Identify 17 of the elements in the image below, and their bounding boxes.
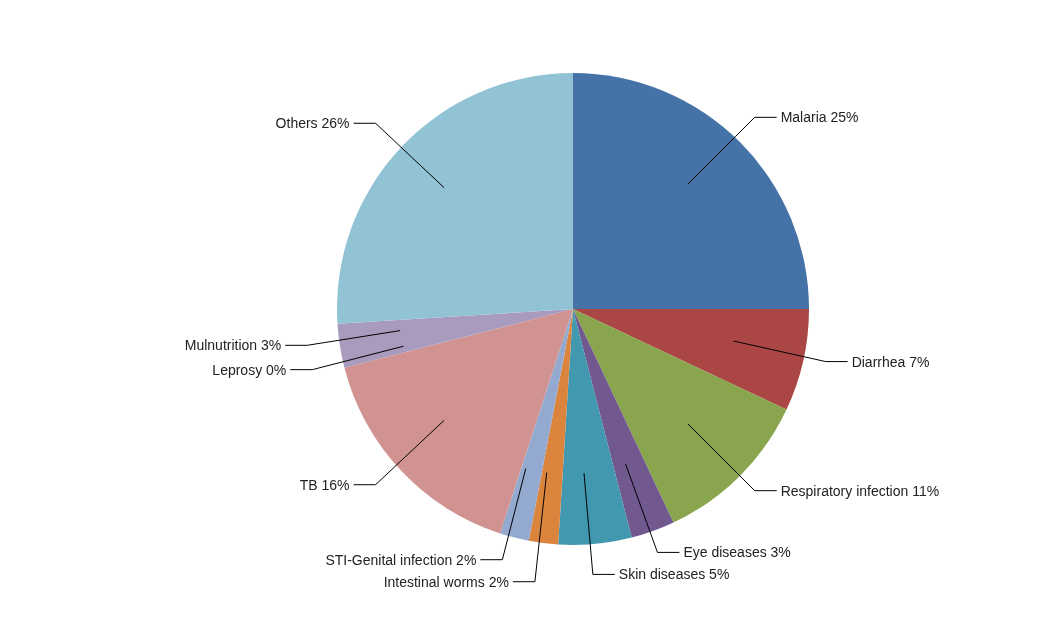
pie-slice xyxy=(500,309,573,541)
slice-label: TB 16% xyxy=(299,476,350,493)
slice-label: Intestinal worms 2% xyxy=(383,573,509,590)
slice-label: Skin diseases 5% xyxy=(618,566,730,583)
slice-label: Malaria 25% xyxy=(780,109,859,126)
category-label: Leprosy 0% xyxy=(212,361,287,378)
slice-label: Eye diseases 3% xyxy=(683,544,791,561)
pie-slice xyxy=(573,309,674,538)
slice-label: Respiratory infection 11% xyxy=(780,482,940,499)
pie-slice xyxy=(558,309,632,545)
slice-label: Others 26% xyxy=(275,115,350,132)
pie-slice xyxy=(337,309,573,368)
slice-label: STI-Genital infection 2% xyxy=(325,551,477,568)
slice-label: Mulnutrition 3% xyxy=(184,337,282,354)
pie-slice xyxy=(573,309,809,410)
pie-slice xyxy=(528,309,573,545)
slice-label: Diarrhea 7% xyxy=(851,353,930,370)
